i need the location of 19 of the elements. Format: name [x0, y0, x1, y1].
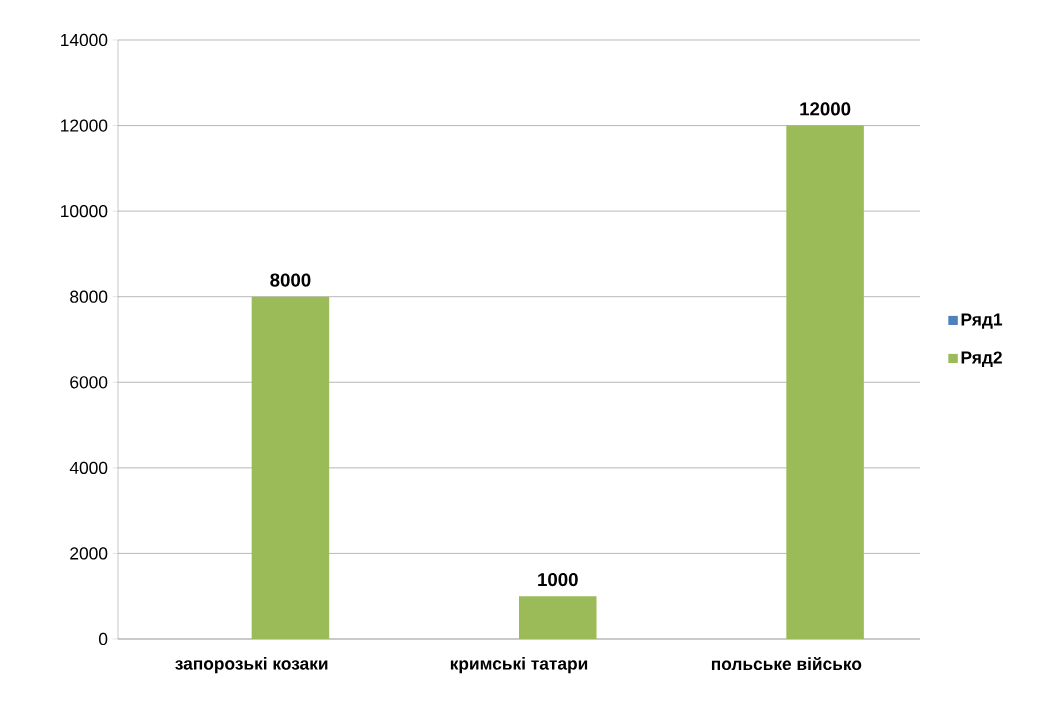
y-tick-label: 2000 — [70, 547, 108, 560]
legend-label: Ряд2 — [961, 351, 1002, 367]
data-label: 1000 — [538, 572, 578, 587]
x-tick-label: кримські татари — [450, 657, 588, 674]
data-label: 8000 — [270, 273, 311, 287]
bar — [786, 125, 864, 639]
bar — [251, 296, 330, 639]
x-tick-label: польське військо — [711, 657, 862, 671]
x-tick-label: запорозькі козаки — [175, 657, 328, 674]
data-label: 12000 — [800, 102, 851, 116]
legend-label: Ряд1 — [961, 313, 1003, 329]
y-tick-label: 8000 — [70, 290, 108, 303]
y-tick-label: 0 — [98, 632, 108, 646]
bar — [519, 596, 597, 639]
y-tick-label: 14000 — [61, 33, 108, 47]
y-tick-label: 10000 — [61, 204, 108, 218]
y-tick-label: 4000 — [69, 461, 108, 474]
y-tick-label: 6000 — [70, 376, 108, 389]
y-tick-label: 12000 — [61, 119, 108, 132]
